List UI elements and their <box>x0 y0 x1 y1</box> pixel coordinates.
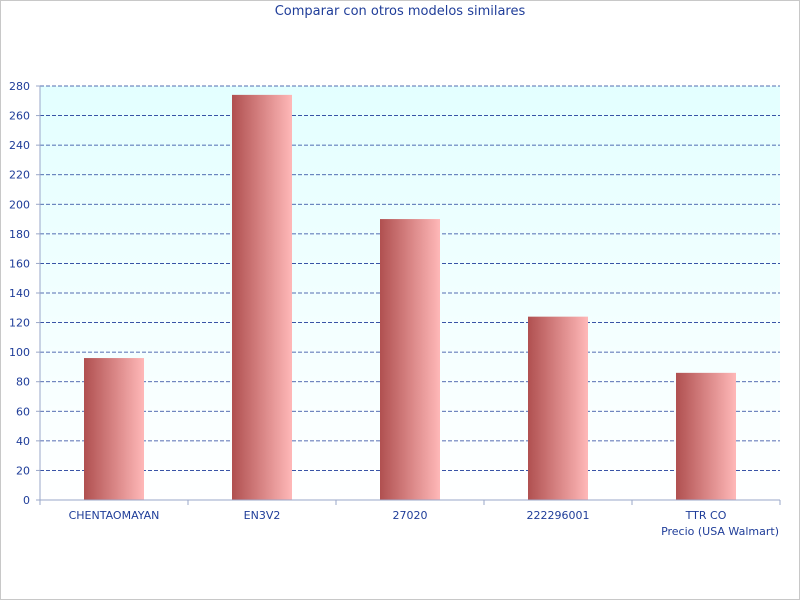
x-category-label: TTR CO <box>685 509 727 522</box>
x-axis-title: Precio (USA Walmart) <box>661 525 779 538</box>
x-category-label: 222296001 <box>527 509 590 522</box>
bar <box>84 358 144 500</box>
bar <box>380 219 440 501</box>
y-tick-label: 260 <box>9 110 30 123</box>
y-tick-label: 140 <box>9 287 30 300</box>
y-tick-label: 80 <box>16 376 30 389</box>
y-tick-label: 200 <box>9 198 30 211</box>
bar <box>528 316 588 500</box>
y-tick-label: 20 <box>16 464 30 477</box>
y-tick-label: 220 <box>9 169 30 182</box>
bar <box>676 372 736 500</box>
y-tick-label: 40 <box>16 435 30 448</box>
axes <box>39 86 781 505</box>
y-tick-label: 120 <box>9 317 30 330</box>
chart-title: Comparar con otros modelos similares <box>274 4 526 19</box>
y-tick-label: 280 <box>9 80 30 93</box>
x-category-labels: CHENTAOMAYAN EN3V2 27020 222296001 TTR CO <box>69 509 727 522</box>
y-tick-label: 160 <box>9 257 30 270</box>
x-category-label: CHENTAOMAYAN <box>69 509 160 522</box>
y-tick-label: 180 <box>9 228 30 241</box>
y-tick-labels: 0 20 40 60 80 100 120 140 160 180 200 220 240 260 280 <box>9 80 30 507</box>
x-category-label: 27020 <box>393 509 428 522</box>
bar <box>232 94 292 500</box>
x-category-label: EN3V2 <box>244 509 281 522</box>
bars <box>84 94 736 501</box>
y-tick-label: 0 <box>23 494 30 507</box>
y-tick-label: 240 <box>9 139 30 152</box>
y-tick-label: 60 <box>16 405 30 418</box>
y-tick-label: 100 <box>9 346 30 359</box>
